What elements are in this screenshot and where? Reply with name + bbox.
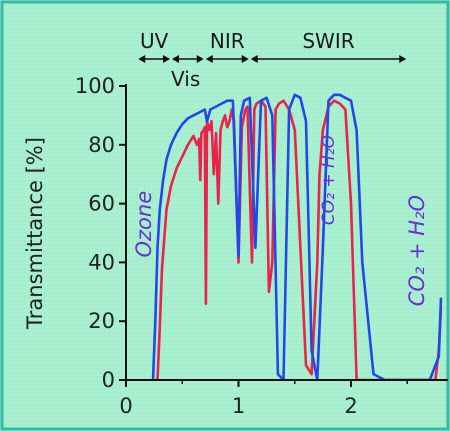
y-tick-label: 60 — [88, 192, 115, 216]
band-arrowhead-right — [196, 55, 204, 63]
band-label: SWIR — [302, 29, 354, 53]
y-tick-label: 100 — [75, 74, 115, 98]
annotation-label: CO₂ + H₂O — [319, 135, 339, 225]
band-arrowhead-right — [399, 55, 407, 63]
y-tick-label: 20 — [88, 309, 115, 333]
y-tick-label: 40 — [88, 250, 115, 274]
band-arrowhead-right — [163, 55, 170, 63]
axes: 0 20 40 60 80 100 0 1 2 — [75, 74, 448, 418]
x-tick-label: 2 — [344, 394, 357, 418]
band-label: NIR — [210, 29, 245, 53]
series-line-red — [156, 99, 443, 380]
annotation-label: Ozone — [132, 191, 156, 258]
band-label: UV — [140, 29, 169, 53]
band-label: Vis — [171, 67, 200, 91]
band-arrowhead-left — [172, 55, 179, 63]
band-arrowhead-left — [205, 55, 213, 63]
series-layer — [151, 93, 443, 380]
x-tick-label: 1 — [232, 394, 245, 418]
band-arrowhead-left — [250, 55, 258, 63]
band-arrowhead-left — [138, 55, 146, 63]
y-tick-label: 0 — [102, 368, 115, 392]
annotation-label: CO₂ + H₂O — [405, 195, 429, 306]
series-line-blue — [151, 93, 443, 380]
x-tick-label: 0 — [119, 394, 132, 418]
y-axis-title: Transmittance [%] — [23, 137, 47, 330]
annotations: Ozone CO₂ + H₂O CO₂ + H₂O — [132, 135, 429, 306]
band-arrowhead-right — [241, 55, 249, 63]
y-tick-label: 80 — [88, 133, 115, 157]
